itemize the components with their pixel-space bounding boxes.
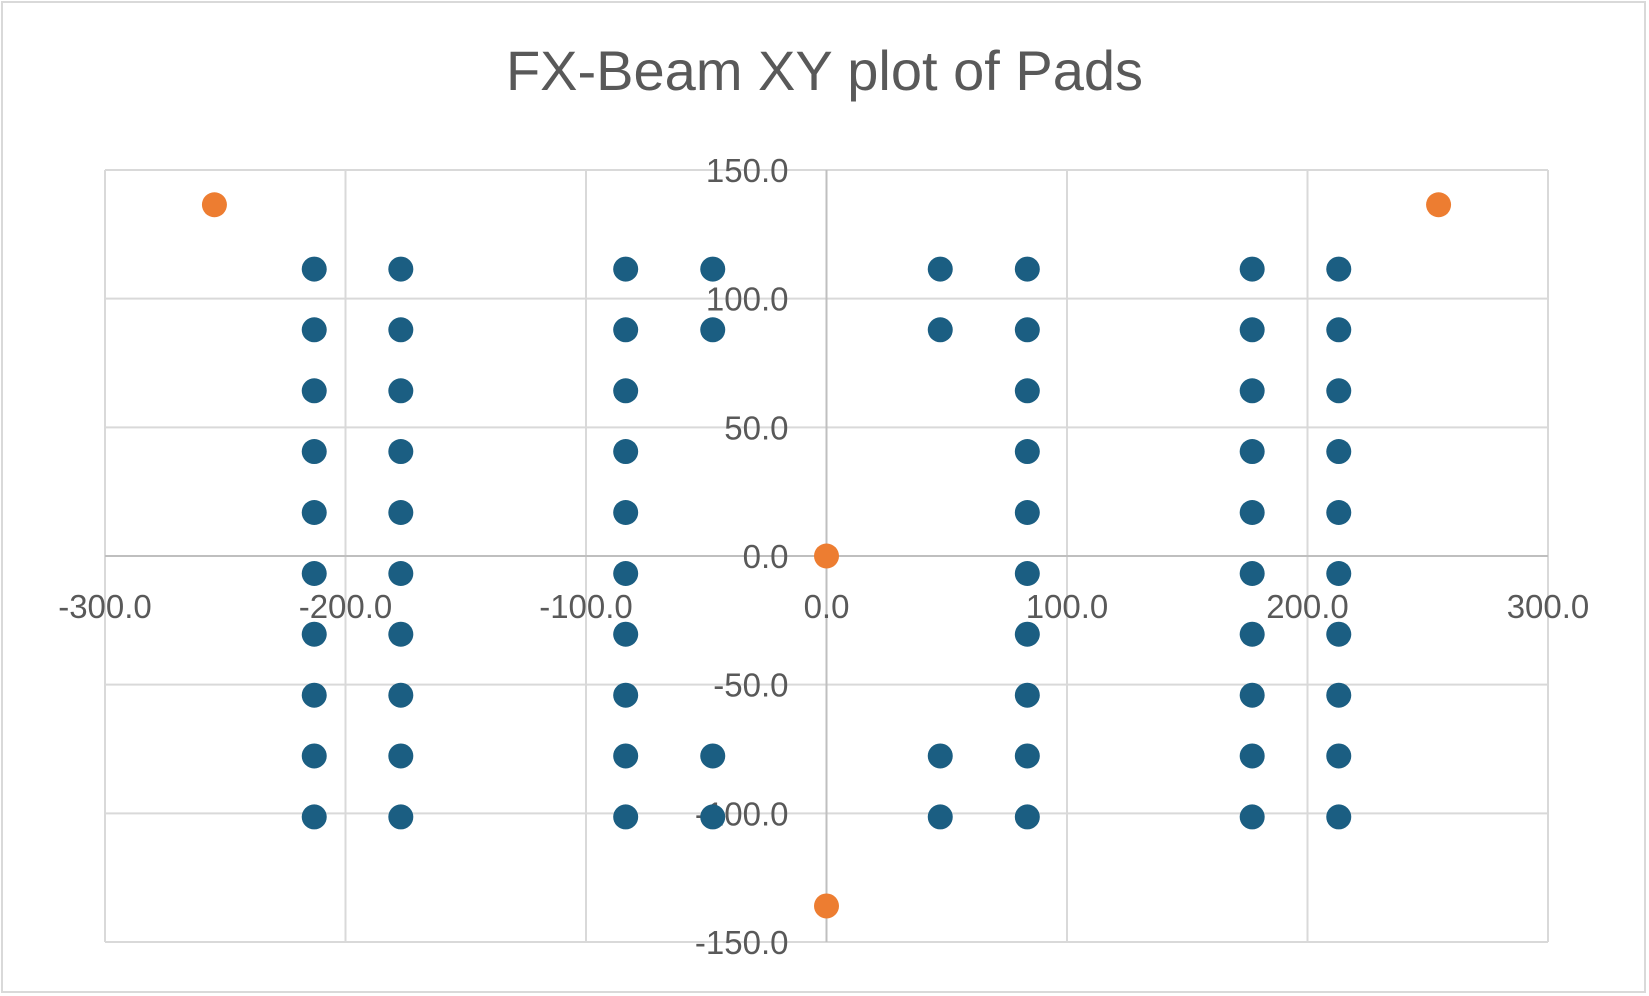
data-point bbox=[613, 378, 639, 404]
data-point bbox=[201, 192, 227, 218]
y-tick-label: 50.0 bbox=[724, 409, 788, 446]
data-point bbox=[700, 256, 726, 282]
data-point bbox=[1239, 682, 1265, 708]
y-tick-label: 0.0 bbox=[743, 538, 789, 575]
data-point bbox=[700, 317, 726, 343]
data-point bbox=[1426, 192, 1452, 218]
data-point bbox=[613, 560, 639, 586]
y-tick-label: -50.0 bbox=[713, 667, 788, 704]
data-point bbox=[1239, 560, 1265, 586]
chart-title: FX-Beam XY plot of Pads bbox=[505, 39, 1144, 102]
data-point bbox=[613, 621, 639, 647]
data-point bbox=[1014, 378, 1040, 404]
data-point bbox=[1326, 682, 1352, 708]
data-point bbox=[927, 256, 953, 282]
data-point bbox=[1239, 621, 1265, 647]
data-point bbox=[301, 378, 327, 404]
data-point bbox=[613, 682, 639, 708]
data-point bbox=[388, 500, 414, 526]
x-tick-label: 200.0 bbox=[1266, 588, 1349, 625]
data-point bbox=[301, 439, 327, 465]
x-tick-label: -300.0 bbox=[58, 588, 152, 625]
data-point bbox=[301, 256, 327, 282]
data-point bbox=[388, 560, 414, 586]
data-point bbox=[1326, 560, 1352, 586]
data-point bbox=[1014, 682, 1040, 708]
data-point bbox=[613, 500, 639, 526]
data-point bbox=[1326, 804, 1352, 830]
data-point bbox=[1326, 256, 1352, 282]
data-point bbox=[1326, 500, 1352, 526]
data-point bbox=[388, 256, 414, 282]
data-point bbox=[927, 317, 953, 343]
data-point bbox=[301, 804, 327, 830]
x-tick-label: 0.0 bbox=[804, 588, 850, 625]
data-point bbox=[613, 804, 639, 830]
data-point bbox=[1014, 500, 1040, 526]
y-tick-label: -150.0 bbox=[695, 924, 789, 961]
data-point bbox=[1239, 743, 1265, 769]
data-point bbox=[1239, 439, 1265, 465]
data-point bbox=[301, 682, 327, 708]
x-tick-label: 100.0 bbox=[1026, 588, 1109, 625]
data-point bbox=[1326, 378, 1352, 404]
data-point bbox=[927, 743, 953, 769]
x-tick-label: -200.0 bbox=[299, 588, 393, 625]
data-point bbox=[700, 804, 726, 830]
data-point bbox=[388, 378, 414, 404]
data-point bbox=[301, 560, 327, 586]
data-point bbox=[301, 621, 327, 647]
data-point bbox=[388, 682, 414, 708]
data-point bbox=[388, 743, 414, 769]
data-point bbox=[613, 317, 639, 343]
data-point bbox=[388, 621, 414, 647]
data-point bbox=[388, 804, 414, 830]
x-tick-labels: -300.0 -200.0 -100.0 0.0 100.0 200.0 300.0 bbox=[58, 588, 1589, 625]
data-point bbox=[1239, 378, 1265, 404]
data-point bbox=[927, 804, 953, 830]
data-point bbox=[301, 317, 327, 343]
data-point bbox=[1326, 317, 1352, 343]
x-tick-label: 300.0 bbox=[1507, 588, 1590, 625]
data-point bbox=[1326, 743, 1352, 769]
data-point bbox=[1239, 500, 1265, 526]
data-point bbox=[1014, 560, 1040, 586]
data-point bbox=[814, 543, 839, 569]
data-point bbox=[814, 893, 839, 919]
data-point bbox=[1014, 743, 1040, 769]
data-point bbox=[1014, 621, 1040, 647]
data-point bbox=[301, 500, 327, 526]
data-point bbox=[613, 743, 639, 769]
data-point bbox=[1239, 804, 1265, 830]
data-point bbox=[388, 439, 414, 465]
data-point bbox=[1014, 317, 1040, 343]
data-point bbox=[1014, 804, 1040, 830]
y-tick-label: 100.0 bbox=[706, 281, 789, 318]
data-point bbox=[388, 317, 414, 343]
data-point bbox=[1239, 256, 1265, 282]
data-points bbox=[201, 192, 1452, 919]
x-tick-label: -100.0 bbox=[539, 588, 633, 625]
data-point bbox=[1239, 317, 1265, 343]
data-point bbox=[613, 256, 639, 282]
data-point bbox=[1014, 256, 1040, 282]
data-point bbox=[1014, 439, 1040, 465]
data-point bbox=[301, 743, 327, 769]
data-point bbox=[700, 743, 726, 769]
y-tick-label: 150.0 bbox=[706, 152, 789, 189]
data-point bbox=[613, 439, 639, 465]
data-point bbox=[1326, 439, 1352, 465]
data-point bbox=[1326, 621, 1352, 647]
